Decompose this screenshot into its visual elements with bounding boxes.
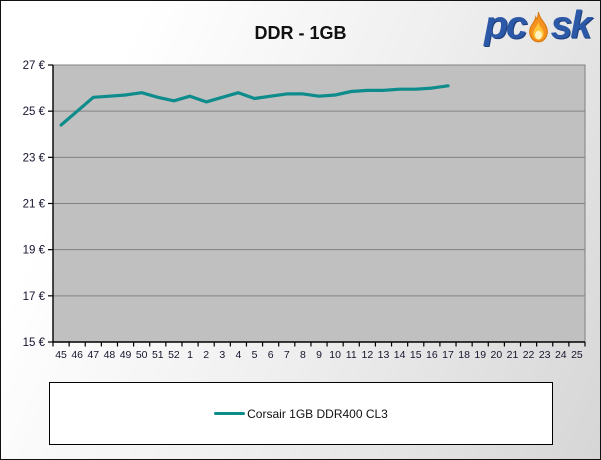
logo-text-sk: sk [550, 4, 592, 47]
x-tick-label: 10 [329, 349, 341, 361]
x-tick-label: 52 [168, 349, 180, 361]
x-tick-label: 51 [152, 349, 164, 361]
price-chart: 15 €17 €19 €21 €23 €25 €27 €45 46 47 48 49 50… [23, 60, 586, 361]
x-tick-label: 47 [87, 349, 99, 361]
x-tick-label: 15 [410, 349, 422, 361]
y-tick-label: 17 € [23, 291, 46, 303]
y-tick-label: 27 € [23, 60, 46, 72]
x-tick-label: 9 [316, 349, 322, 361]
x-tick-label: 22 [523, 349, 535, 361]
x-tick-label: 19 [474, 349, 486, 361]
y-tick-label: 15 € [23, 337, 46, 349]
x-tick-label: 20 [490, 349, 502, 361]
legend-label: Corsair 1GB DDR400 CL3 [247, 406, 388, 421]
x-tick-label: 25 [571, 349, 583, 361]
x-tick-label: 17 [442, 349, 454, 361]
chart-title: DDR - 1GB [254, 23, 347, 43]
x-tick-label: 1 [187, 349, 193, 361]
y-tick-label: 21 € [23, 199, 46, 211]
x-tick-label: 21 [507, 349, 519, 361]
x-tick-label: 23 [539, 349, 551, 361]
x-tick-label: 45 [55, 349, 67, 361]
logo-text-pc: pc [484, 4, 527, 47]
x-tick-label: 3 [219, 349, 225, 361]
legend-box: Corsair 1GB DDR400 CL3 [49, 382, 553, 445]
x-tick-label: 48 [104, 349, 116, 361]
x-tick-label: 4 [235, 349, 241, 361]
legend-line-swatch [214, 412, 246, 415]
x-tick-label: 12 [362, 349, 374, 361]
x-tick-label: 24 [555, 349, 567, 361]
x-tick-label: 18 [458, 349, 470, 361]
x-tick-label: 2 [203, 349, 209, 361]
x-tick-label: 14 [394, 349, 406, 361]
legend-item-corsair: Corsair 1GB DDR400 CL3 [214, 407, 388, 421]
x-tick-label: 46 [71, 349, 83, 361]
series-line [59, 84, 450, 127]
x-tick-label: 8 [300, 349, 306, 361]
flame-icon [528, 11, 548, 43]
x-tick-label: 13 [378, 349, 390, 361]
x-tick-label: 7 [284, 349, 290, 361]
x-tick-label: 5 [252, 349, 258, 361]
y-tick-label: 19 € [23, 245, 46, 257]
y-tick-label: 23 € [23, 152, 46, 164]
x-tick-label: 49 [120, 349, 132, 361]
x-tick-label: 11 [346, 349, 357, 361]
x-tick-label: 16 [426, 349, 438, 361]
pcosk-logo: pc sk [484, 4, 592, 48]
y-tick-label: 25 € [23, 106, 46, 118]
x-tick-label: 6 [268, 349, 274, 361]
x-tick-label: 50 [136, 349, 148, 361]
